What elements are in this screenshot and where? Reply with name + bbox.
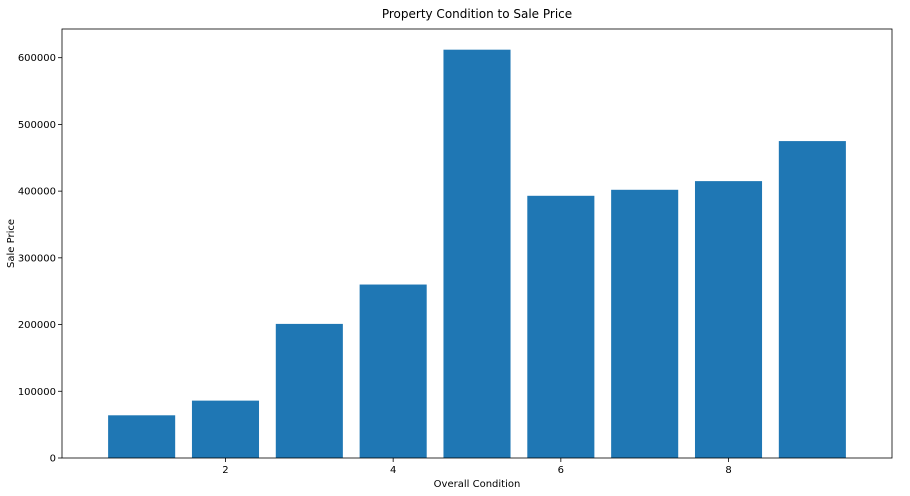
y-axis-label: Sale Price: [6, 219, 17, 268]
bar-condition-7: [611, 189, 679, 458]
y-tick-label: 400000: [18, 187, 56, 198]
bar-condition-1: [108, 415, 176, 458]
plot-frame: [61, 28, 893, 459]
bar-condition-3: [275, 323, 343, 458]
x-axis-ticks: 2 4 6 8: [222, 458, 732, 476]
bar-condition-2: [191, 400, 260, 458]
x-tick-label: 8: [725, 465, 731, 476]
x-tick-label: 4: [390, 465, 396, 476]
y-tick-label: 0: [50, 454, 56, 465]
x-axis-label: Overall Condition: [434, 479, 521, 490]
x-tick-label: 6: [558, 465, 564, 476]
y-tick-label: 300000: [18, 253, 56, 264]
y-tick-label: 100000: [18, 387, 56, 398]
x-tick-label: 2: [222, 465, 228, 476]
chart-title: Property Condition to Sale Price: [382, 7, 572, 21]
bar-condition-4: [359, 284, 427, 458]
bar-condition-8: [694, 181, 763, 458]
y-axis-ticks: 0 100000 200000 300000 400000 500000 600000: [18, 53, 62, 465]
bar-condition-6: [527, 195, 595, 458]
y-tick-label: 200000: [18, 320, 56, 331]
y-tick-label: 500000: [18, 120, 56, 131]
bar-condition-5: [443, 49, 511, 458]
y-tick-label: 600000: [18, 53, 56, 64]
bars-group: [108, 49, 846, 458]
bar-condition-9: [778, 141, 846, 458]
